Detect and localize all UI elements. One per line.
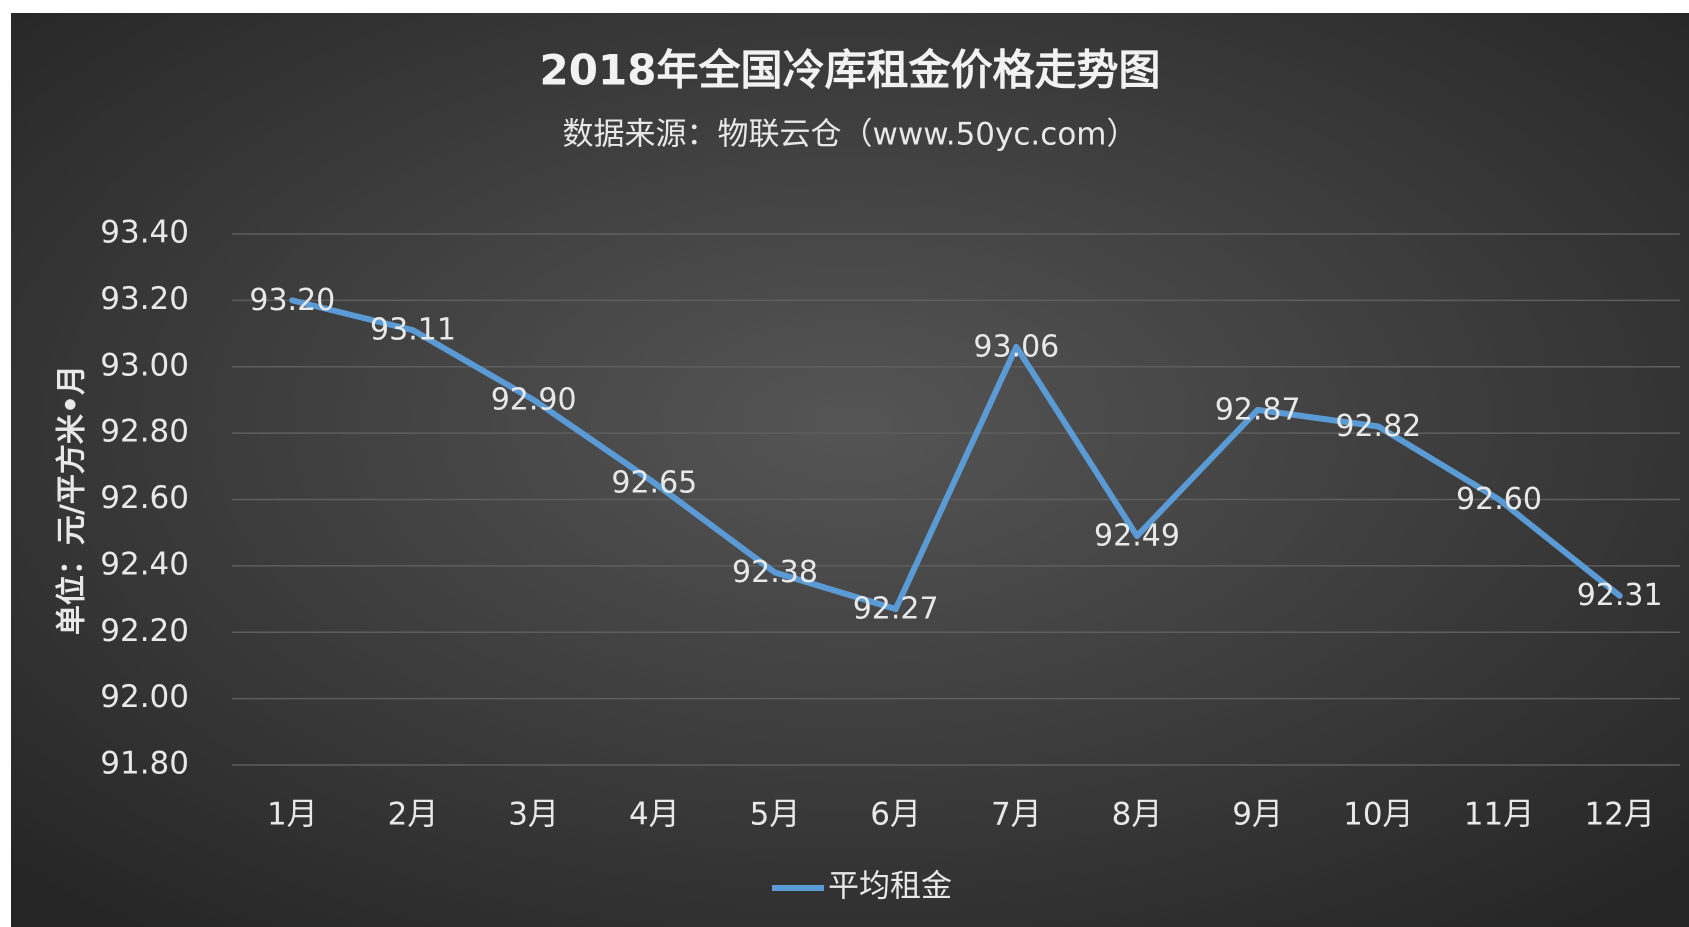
chart-title: 2018年全国冷库租金价格走势图: [540, 46, 1161, 95]
x-tick-label: 12月: [1584, 797, 1654, 833]
y-tick-label: 91.80: [100, 746, 189, 782]
y-axis-label: 单位：元/平方米•月: [55, 365, 90, 635]
x-tick-label: 9月: [1232, 797, 1283, 833]
background: [11, 13, 1689, 927]
x-tick-label: 5月: [750, 797, 801, 833]
data-label: 92.38: [732, 555, 818, 590]
y-tick-label: 92.60: [100, 480, 189, 516]
x-tick-label: 10月: [1343, 797, 1413, 833]
x-tick-label: 7月: [991, 797, 1042, 833]
x-tick-label: 3月: [508, 797, 559, 833]
data-label: 92.60: [1456, 482, 1542, 517]
data-label: 93.20: [249, 283, 335, 318]
y-tick-label: 93.20: [100, 281, 189, 317]
y-tick-label: 92.40: [100, 546, 189, 582]
data-label: 92.87: [1215, 392, 1301, 427]
data-label: 92.27: [853, 592, 939, 627]
x-tick-label: 1月: [267, 797, 318, 833]
data-label: 92.82: [1335, 409, 1421, 444]
data-label: 93.06: [973, 329, 1059, 364]
data-label: 92.90: [491, 382, 577, 417]
series-line: [289, 297, 1623, 613]
y-tick-label: 92.20: [100, 613, 189, 649]
legend-label: 平均租金: [828, 869, 952, 905]
x-tick-label: 11月: [1464, 797, 1534, 833]
data-label: 92.49: [1094, 519, 1180, 554]
data-label: 92.31: [1577, 578, 1663, 613]
data-label: 92.65: [611, 465, 697, 500]
x-tick-label: 2月: [388, 797, 439, 833]
y-tick-label: 92.80: [100, 414, 189, 450]
chart-subtitle: 数据来源：物联云仓（www.50yc.com）: [563, 117, 1138, 153]
x-tick-label: 6月: [870, 797, 921, 833]
y-tick-label: 93.40: [100, 215, 189, 251]
y-tick-label: 93.00: [100, 347, 189, 383]
y-tick-label: 92.00: [100, 679, 189, 715]
x-tick-label: 8月: [1112, 797, 1163, 833]
data-label: 93.11: [370, 313, 456, 348]
x-tick-label: 4月: [629, 797, 680, 833]
